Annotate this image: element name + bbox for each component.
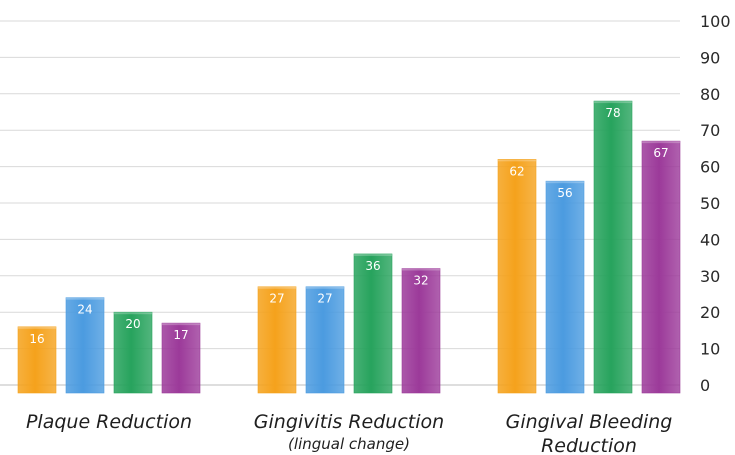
bar-top-highlight — [66, 297, 104, 300]
bar — [593, 100, 633, 394]
bar-top-highlight — [546, 181, 584, 184]
bar-value-label: 62 — [509, 164, 524, 178]
bar-top-highlight — [258, 286, 296, 289]
category-sublabel: (lingual change) — [288, 435, 410, 453]
bar — [401, 268, 441, 394]
bar — [161, 322, 201, 394]
bar-top-highlight — [114, 312, 152, 315]
bar — [17, 326, 57, 394]
bar-value-label: 27 — [317, 292, 332, 306]
y-tick-label: 100 — [700, 12, 731, 31]
bar-value-label: 27 — [269, 292, 284, 306]
y-axis: 0 10 20 30 40 50 60 70 80 90 100 — [700, 12, 731, 395]
bars: 16 24 20 17 27 27 36 32 62 56 78 67 — [17, 100, 681, 394]
bar — [113, 311, 153, 394]
bar — [545, 180, 585, 394]
bar-value-label: 24 — [77, 303, 92, 317]
y-tick-label: 60 — [700, 158, 720, 177]
y-tick-label: 80 — [700, 85, 720, 104]
bar-top-highlight — [162, 323, 200, 326]
y-tick-label: 0 — [700, 376, 710, 395]
bar-top-highlight — [402, 268, 440, 271]
bar — [305, 286, 345, 394]
bar-top-highlight — [498, 159, 536, 162]
bar — [641, 140, 681, 394]
bar — [257, 286, 297, 394]
category-label: Gingival Bleeding — [506, 411, 673, 433]
bar-top-highlight — [18, 326, 56, 329]
bar-value-label: 16 — [29, 332, 44, 346]
y-tick-label: 70 — [700, 121, 720, 140]
y-tick-label: 40 — [700, 230, 720, 249]
y-tick-label: 30 — [700, 267, 720, 286]
bar-value-label: 17 — [173, 328, 188, 342]
category-label: Gingivitis Reduction — [254, 411, 444, 433]
y-tick-label: 50 — [700, 194, 720, 213]
bar-value-label: 36 — [365, 259, 380, 273]
bar-value-label: 56 — [557, 186, 572, 200]
x-axis: Plaque Reduction Gingivitis Reduction (lin… — [26, 411, 672, 455]
category-label: Plaque Reduction — [26, 411, 192, 433]
bar-top-highlight — [306, 286, 344, 289]
y-tick-label: 10 — [700, 340, 720, 359]
y-tick-label: 20 — [700, 303, 720, 322]
bar-value-label: 32 — [413, 274, 428, 288]
bar-top-highlight — [354, 253, 392, 256]
bar-top-highlight — [594, 101, 632, 104]
y-tick-label: 90 — [700, 48, 720, 67]
bar — [497, 159, 537, 394]
bar — [353, 253, 393, 394]
bar — [65, 297, 105, 394]
bar-value-label: 20 — [125, 317, 140, 331]
bar-value-label: 78 — [605, 106, 620, 120]
category-label: Reduction — [541, 435, 637, 455]
bar-top-highlight — [642, 141, 680, 144]
gridlines — [0, 20, 680, 386]
bar-value-label: 67 — [653, 146, 668, 160]
